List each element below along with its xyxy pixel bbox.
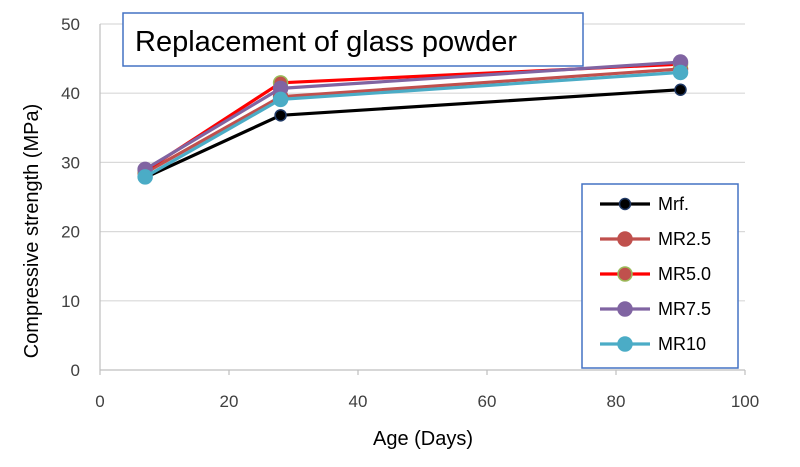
x-tick-label: 100	[731, 392, 759, 411]
legend-marker	[618, 197, 632, 211]
x-tick-label: 0	[95, 392, 104, 411]
x-tick-label: 20	[220, 392, 239, 411]
y-tick-label: 0	[71, 361, 80, 380]
chart-title: Replacement of glass powder	[135, 26, 517, 58]
legend-marker	[617, 231, 633, 247]
legend-label: Mrf.	[658, 194, 689, 214]
x-axis-title: Age (Days)	[373, 428, 473, 450]
legend-item: MR2.5	[600, 229, 711, 249]
series-mr10	[137, 64, 689, 185]
x-tick-labels: 0 20 40 60 80 100	[95, 392, 759, 411]
data-point	[274, 109, 287, 122]
y-axis-title: Compressive strength (MPa)	[21, 104, 43, 359]
legend-label: MR10	[658, 334, 706, 354]
y-tick-label: 20	[61, 223, 80, 242]
data-point	[272, 91, 289, 108]
x-tick-label: 60	[478, 392, 497, 411]
legend-item: MR5.0	[600, 264, 711, 284]
data-point	[137, 169, 153, 185]
series-group	[137, 54, 689, 185]
legend: Mrf. MR2.5 MR5.0 MR7.5 MR10	[581, 183, 739, 369]
data-point	[672, 64, 689, 81]
legend-marker	[617, 266, 633, 282]
legend-frame	[581, 183, 739, 369]
y-tick-label: 10	[61, 292, 80, 311]
legend-marker	[617, 336, 633, 352]
data-point	[674, 83, 687, 96]
x-tick-label: 80	[607, 392, 626, 411]
series-mrf	[138, 83, 687, 184]
legend-item: MR7.5	[600, 299, 711, 319]
chart-title-frame	[122, 12, 584, 67]
y-tick-label: 40	[61, 84, 80, 103]
legend-label: MR2.5	[658, 229, 711, 249]
legend-marker	[617, 301, 633, 317]
legend-item: Mrf.	[600, 194, 689, 214]
x-tick-label: 40	[349, 392, 368, 411]
legend-label: MR7.5	[658, 299, 711, 319]
axes	[99, 24, 746, 375]
y-tick-label: 50	[61, 15, 80, 34]
legend-label: MR5.0	[658, 264, 711, 284]
chart-title-box: Replacement of glass powder	[122, 12, 584, 67]
legend-item: MR10	[600, 334, 706, 354]
y-tick-label: 30	[61, 153, 80, 172]
series-line	[143, 88, 683, 180]
y-tick-labels: 0 10 20 30 40 50	[61, 15, 80, 380]
